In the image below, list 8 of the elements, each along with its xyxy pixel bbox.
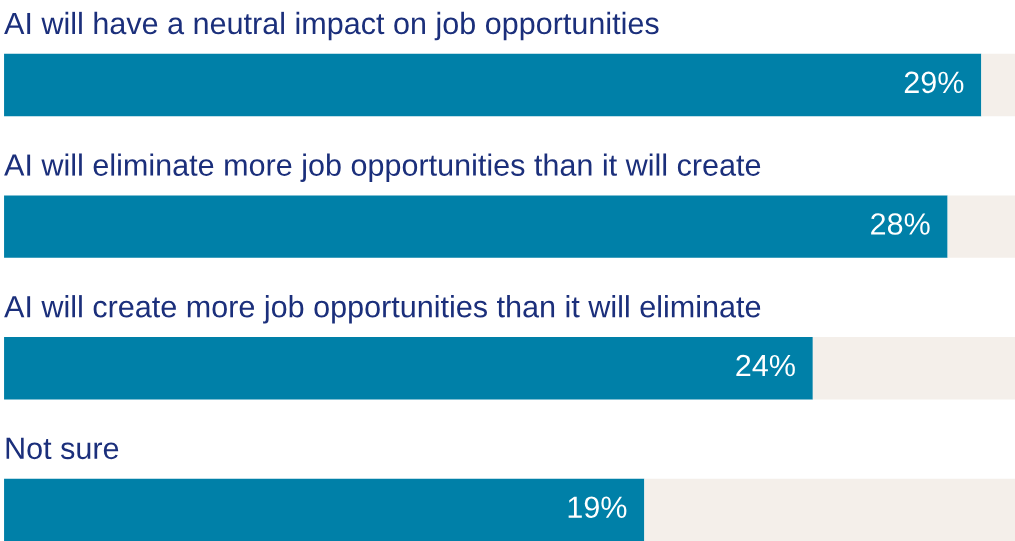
data-label: 24% xyxy=(736,354,795,377)
y-tick-label: Not sure xyxy=(6,437,119,460)
y-tick-label: AI will create more job opportunities than it will eliminate xyxy=(4,295,761,324)
data-label: 19% xyxy=(568,496,627,519)
data-label: 28% xyxy=(871,213,930,235)
y-tick-label: AI will have a neutral impact on job opportunities xyxy=(4,11,659,41)
y-tick-label: AI will eliminate more job opportunities than it will create xyxy=(4,153,761,182)
data-label: 29% xyxy=(904,71,964,94)
